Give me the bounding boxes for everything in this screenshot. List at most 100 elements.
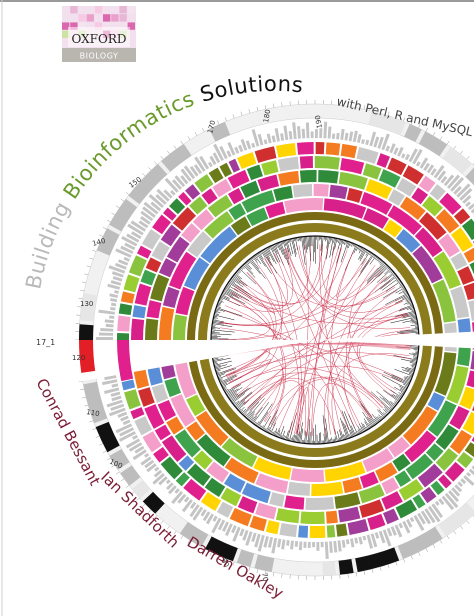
histogram-bar <box>115 248 132 258</box>
chord-link <box>227 244 311 313</box>
colored-segment <box>425 443 444 462</box>
spike-line <box>218 378 223 381</box>
spike-line <box>358 248 365 260</box>
spike-line <box>279 242 286 260</box>
colored-segment <box>287 481 311 496</box>
spike-line <box>221 382 228 386</box>
histogram-bar <box>111 395 122 402</box>
spike-line <box>343 411 355 437</box>
spike-line <box>406 367 415 371</box>
spike-line <box>394 296 410 304</box>
histogram-bar <box>174 175 186 188</box>
chord-link <box>330 251 354 433</box>
colored-segment <box>229 507 252 527</box>
spike-line <box>212 322 224 325</box>
colored-segment <box>172 207 197 231</box>
spike-line <box>412 352 419 355</box>
colored-segment <box>309 525 326 538</box>
spike-line <box>353 244 358 254</box>
histogram-bar <box>433 165 445 179</box>
spike-line <box>286 239 292 256</box>
spike-line <box>380 271 395 284</box>
spike-line <box>363 423 368 431</box>
spike-line <box>294 435 297 442</box>
outer-band <box>355 547 400 573</box>
scale-tick <box>418 124 421 128</box>
histogram-bar <box>109 315 115 319</box>
colored-segment <box>299 170 317 183</box>
histogram-bar <box>303 541 307 548</box>
logo-mosaic-tile <box>127 22 135 30</box>
colored-segment <box>388 436 410 458</box>
scale-tick <box>232 114 235 119</box>
spike-line <box>406 375 412 379</box>
logo-mosaic-tile <box>94 6 103 14</box>
spike-line <box>301 236 306 265</box>
spike-line <box>231 277 241 284</box>
colored-segment <box>325 510 338 524</box>
colored-segment <box>141 229 161 250</box>
spike-line <box>214 313 219 316</box>
outer-band <box>205 536 238 562</box>
spike-line <box>296 434 299 443</box>
scale-tick <box>173 145 177 150</box>
histogram-bar <box>354 537 359 544</box>
histogram-bar <box>242 529 249 541</box>
histogram-bar <box>457 481 464 488</box>
scale-tick <box>86 412 91 415</box>
scale-label-17-1: 17_1 <box>36 338 55 347</box>
spike-line <box>245 262 253 270</box>
spike-line <box>342 421 349 439</box>
spike-line <box>360 428 363 433</box>
spike-line <box>382 285 404 299</box>
spike-line <box>297 237 299 242</box>
spike-line <box>375 416 380 422</box>
histogram-bar <box>324 541 329 559</box>
spike-line <box>389 270 393 273</box>
colored-segment <box>228 203 246 221</box>
colored-segment <box>168 251 197 290</box>
spike-line <box>248 413 255 421</box>
spike-line <box>269 246 278 263</box>
spike-line <box>409 353 418 356</box>
colored-segment <box>134 416 153 436</box>
histogram-bar <box>130 220 146 232</box>
colored-segment <box>124 389 141 410</box>
colored-segment <box>151 241 170 262</box>
chord-link <box>266 256 395 308</box>
colored-segment <box>388 189 405 206</box>
scale-tick <box>371 107 374 112</box>
spike-line <box>383 406 390 413</box>
spike-line <box>383 371 410 385</box>
colored-segment <box>356 146 379 164</box>
colored-segment <box>208 167 224 184</box>
histogram-bar <box>298 541 303 551</box>
chord-link <box>237 372 373 418</box>
spike-line <box>341 410 353 438</box>
oxford-logo: OXFORD BIOLOGY <box>62 6 136 62</box>
histogram-bar <box>471 465 474 470</box>
spike-line <box>382 412 387 416</box>
logo-mosaic-tile <box>86 14 94 22</box>
colored-segment <box>237 152 257 170</box>
histogram-bar <box>202 511 211 522</box>
histogram-bar <box>144 459 155 469</box>
spike-line <box>213 317 218 319</box>
spike-line <box>291 435 294 442</box>
spike-line <box>357 246 360 250</box>
histogram-bar <box>369 131 377 147</box>
spike-line <box>339 437 342 441</box>
colored-segment <box>279 522 298 538</box>
histogram-bar <box>117 411 128 418</box>
spike-line <box>305 236 308 254</box>
spike-line <box>411 321 418 324</box>
colored-segment <box>132 305 147 319</box>
spike-line <box>278 433 281 438</box>
histogram-bar <box>150 201 162 212</box>
spike-line <box>366 262 385 282</box>
histogram-bar <box>180 175 189 185</box>
histogram-bar <box>413 514 425 531</box>
colored-segment <box>164 377 182 398</box>
colored-segment <box>360 191 393 215</box>
spike-line <box>244 401 259 418</box>
